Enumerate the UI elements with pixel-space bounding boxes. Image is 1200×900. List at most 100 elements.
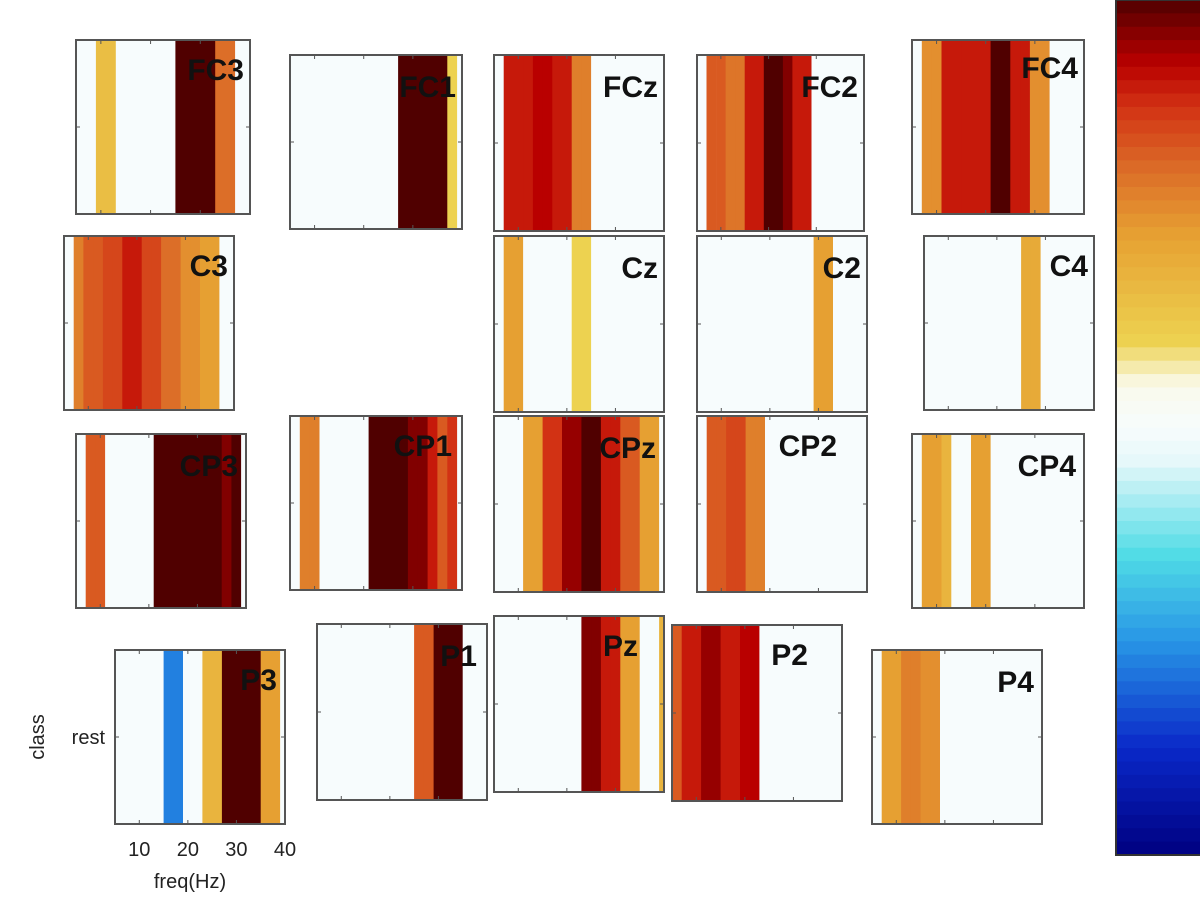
colorbar-segment xyxy=(1116,828,1200,843)
heatmap-cell xyxy=(95,434,106,608)
panel-cp4: CP4 xyxy=(911,433,1085,609)
heatmap-cell xyxy=(542,236,553,412)
heatmap-cell xyxy=(299,55,310,229)
y-tick-label: rest xyxy=(72,727,106,749)
panel-frame xyxy=(289,54,463,230)
heatmap-cell xyxy=(494,55,505,231)
heatmap-cell xyxy=(388,416,399,590)
heatmap-cell xyxy=(833,236,844,412)
heatmap-cell xyxy=(842,416,853,592)
heatmap-cell xyxy=(494,616,505,792)
colorbar-segment xyxy=(1116,480,1200,495)
heatmap-cell xyxy=(581,416,592,592)
heatmap-cell xyxy=(610,55,621,231)
colorbar-segment xyxy=(1116,374,1200,388)
panel-p1: P1 xyxy=(316,623,488,801)
heatmap-cell xyxy=(972,236,983,410)
heatmap-cell xyxy=(720,625,731,801)
heatmap-cell xyxy=(1050,236,1061,410)
channel-label: CPz xyxy=(599,432,656,465)
heatmap-cell xyxy=(378,416,389,590)
heatmap-cell xyxy=(394,624,405,800)
heatmap-cell xyxy=(552,616,563,792)
heatmap-cell xyxy=(231,434,242,608)
heatmap-cell xyxy=(571,616,582,792)
heatmap-cell xyxy=(794,236,805,412)
colorbar-segment xyxy=(1116,40,1200,54)
heatmap-cell xyxy=(115,40,127,214)
colorbar-segment xyxy=(1116,681,1200,696)
heatmap-cell xyxy=(326,624,337,800)
heatmap-cell xyxy=(163,650,174,824)
heatmap-cell xyxy=(503,55,514,231)
heatmap-cell xyxy=(910,650,921,824)
heatmap-cell xyxy=(437,55,448,229)
heatmap-cell xyxy=(1049,40,1060,214)
heatmap-cell xyxy=(706,416,717,592)
heatmap-cell xyxy=(639,55,650,231)
heatmap-cell xyxy=(792,55,803,231)
heatmap-cell xyxy=(523,236,534,412)
heatmap-cell xyxy=(754,55,765,231)
heatmap-cell xyxy=(1049,434,1060,608)
heatmap-cell xyxy=(808,625,819,801)
heatmap-cell xyxy=(368,416,379,590)
colorbar-segment xyxy=(1116,93,1200,108)
heatmap-cell xyxy=(1010,434,1021,608)
heatmap-cell xyxy=(173,434,184,608)
heatmap-cell xyxy=(124,650,135,824)
heatmap-cell xyxy=(852,236,863,412)
heatmap-cell xyxy=(339,55,350,229)
heatmap-cell xyxy=(513,236,524,412)
panel-frame xyxy=(493,235,665,413)
heatmap-cell xyxy=(192,434,203,608)
heatmap-cell xyxy=(745,236,756,412)
heatmap-cell xyxy=(600,236,611,412)
colorbar-segment xyxy=(1116,240,1200,255)
heatmap-cell xyxy=(980,434,991,608)
heatmap-cell xyxy=(523,616,534,792)
colorbar-segment xyxy=(1116,494,1200,509)
colorbar-segment xyxy=(1116,293,1200,308)
heatmap-cell xyxy=(765,416,776,592)
heatmap-cell xyxy=(802,55,812,231)
heatmap-cell xyxy=(811,55,822,231)
channel-label: FC1 xyxy=(399,71,456,104)
heatmap-cell xyxy=(388,55,399,229)
heatmap-cell xyxy=(433,624,444,800)
heatmap-cell xyxy=(891,650,902,824)
heatmap-cell xyxy=(368,55,379,229)
heatmap-cell xyxy=(102,236,113,410)
heatmap-cell xyxy=(155,40,166,214)
heatmap-cell xyxy=(581,616,592,792)
colorbar-segment xyxy=(1116,521,1200,535)
heatmap-cell xyxy=(1029,434,1041,608)
heatmap-cell xyxy=(349,416,360,590)
heatmap-cell xyxy=(735,416,746,592)
panel-frame xyxy=(75,433,247,609)
heatmap-cell xyxy=(827,625,838,801)
heatmap-cell xyxy=(901,650,912,824)
heatmap-cell xyxy=(691,625,702,801)
heatmap-cell xyxy=(872,650,883,824)
heatmap-cell xyxy=(1039,40,1050,214)
heatmap-cell xyxy=(251,650,262,824)
colorbar-segment xyxy=(1116,106,1200,121)
heatmap-cell xyxy=(716,55,726,231)
heatmap-cell xyxy=(192,650,203,824)
heatmap-cell xyxy=(447,55,458,229)
heatmap-cell xyxy=(773,55,784,231)
channel-label: FC2 xyxy=(801,71,858,104)
heatmap-cell xyxy=(959,650,970,824)
heatmap-cell xyxy=(600,416,611,592)
heatmap-cell xyxy=(1069,434,1080,608)
heatmap-cell xyxy=(620,616,631,792)
heatmap-cell xyxy=(961,434,972,608)
heatmap-cell xyxy=(494,416,505,592)
heatmap-cell xyxy=(447,416,458,590)
colorbar xyxy=(1115,0,1200,856)
heatmap-cell xyxy=(571,55,582,231)
heatmap-cell xyxy=(144,434,155,608)
heatmap-cell xyxy=(443,624,454,800)
colorbar-segment xyxy=(1116,173,1200,188)
